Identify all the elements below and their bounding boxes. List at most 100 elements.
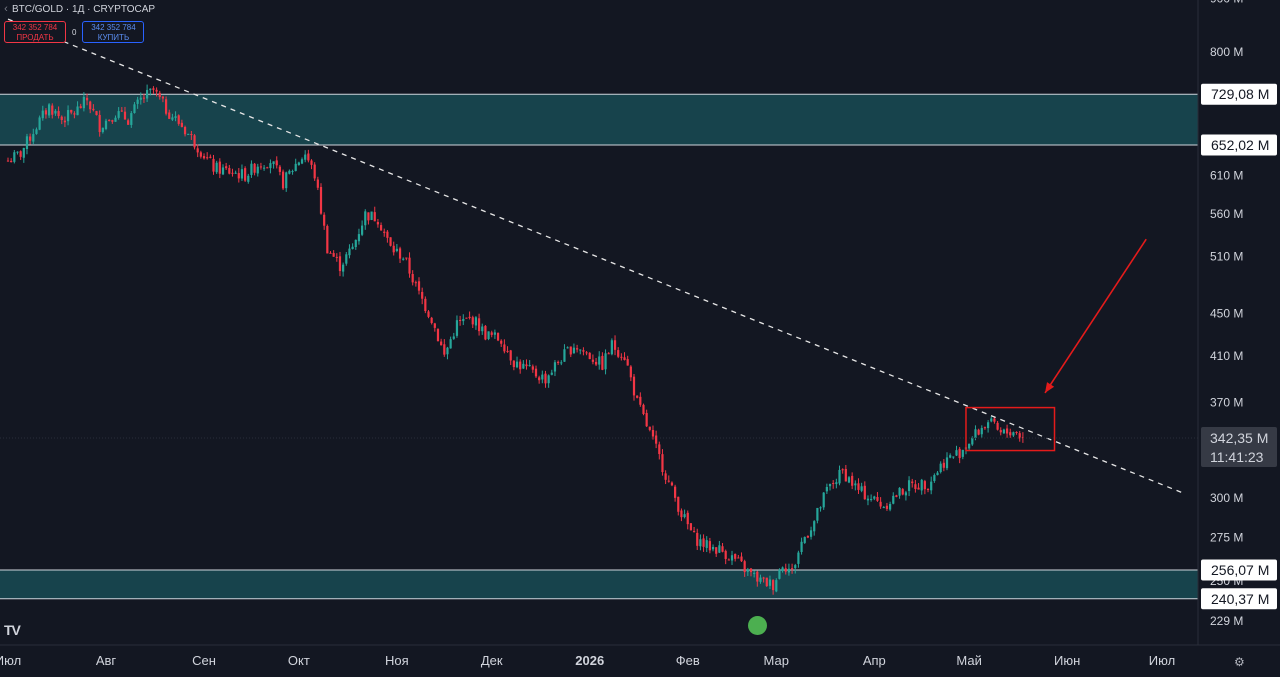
candle-body: [784, 568, 787, 572]
candle-body: [259, 166, 263, 168]
candle-body: [209, 156, 212, 158]
candle-body: [958, 448, 961, 459]
candle-body: [734, 553, 737, 559]
candle-body: [851, 475, 854, 486]
chevron-left-icon[interactable]: ‹: [4, 3, 8, 15]
candle-body: [560, 362, 563, 364]
candle-body: [354, 239, 357, 248]
candle-body: [895, 495, 898, 497]
candle-body: [591, 359, 595, 362]
candle-body: [316, 179, 319, 188]
candle-body: [190, 133, 193, 136]
candle-body: [446, 347, 449, 355]
candle-body: [477, 318, 481, 332]
candle-body: [85, 97, 89, 101]
candle-body: [234, 172, 237, 174]
candle-body: [60, 116, 63, 121]
candle-body: [955, 450, 958, 456]
candle-body: [212, 158, 215, 172]
candle-body: [101, 127, 104, 133]
candle-body: [218, 161, 221, 174]
candle-body: [838, 469, 841, 484]
candle-body: [202, 156, 206, 159]
candle-body: [427, 311, 430, 317]
candle-body: [863, 485, 866, 500]
settings-icon[interactable]: ⚙: [1234, 655, 1245, 669]
candle-body: [971, 437, 974, 445]
y-tick-label: 229 M: [1210, 614, 1243, 628]
candle-body: [468, 316, 471, 318]
candle-body: [980, 428, 983, 435]
candle-body: [402, 258, 405, 260]
candle-body: [462, 318, 465, 322]
candle-body: [620, 356, 623, 358]
x-tick-label: Июл: [0, 653, 21, 668]
candle-body: [57, 111, 60, 117]
candle-body: [857, 483, 860, 490]
signal-marker[interactable]: [747, 616, 767, 635]
sell-button[interactable]: 342 352 784 ПРОДАТЬ: [4, 21, 66, 43]
candle-body: [553, 362, 557, 372]
x-tick-label: Июл: [1149, 653, 1175, 668]
candle-body: [272, 161, 275, 165]
candle-body: [541, 374, 544, 380]
candle-body: [629, 366, 632, 378]
candle-body: [575, 348, 579, 350]
candle-body: [25, 136, 29, 150]
candle-body: [892, 495, 895, 504]
trendline: [7, 18, 1185, 495]
candle-body: [528, 365, 531, 367]
zone-1: [0, 569, 1198, 599]
candle-body: [987, 422, 990, 429]
y-tick-label: 610 M: [1210, 168, 1243, 182]
candle-body: [914, 484, 917, 489]
candle-body: [496, 332, 500, 341]
candle-body: [408, 257, 411, 274]
buy-button[interactable]: 342 352 784 КУПИТЬ: [82, 21, 145, 43]
candle-body: [800, 541, 803, 552]
candle-body: [215, 162, 218, 173]
candle-body: [686, 512, 689, 525]
candle-body: [275, 160, 278, 166]
candle-body: [765, 577, 768, 587]
candle-body: [724, 550, 727, 559]
current-price-label: 342,35 M: [1210, 430, 1268, 446]
candle-body: [168, 112, 171, 119]
candle-body: [879, 501, 882, 507]
candle-body: [607, 353, 610, 355]
candle-body: [133, 104, 136, 113]
candle-body: [370, 211, 373, 220]
candle-body: [395, 248, 398, 252]
candle-body: [538, 377, 541, 381]
candle-body: [455, 320, 459, 336]
candle-body: [547, 375, 550, 384]
candle-body: [449, 339, 452, 349]
candle-body: [108, 119, 111, 121]
candle-body: [873, 496, 876, 499]
candle-body: [512, 360, 515, 368]
candle-body: [351, 246, 354, 250]
x-tick-label: Июн: [1054, 653, 1080, 668]
candle-body: [47, 104, 51, 116]
candle-body: [870, 498, 873, 500]
candle-body: [604, 353, 607, 370]
candle-body: [519, 361, 522, 370]
candle-body: [111, 120, 114, 122]
candle-body: [79, 106, 82, 109]
tradingview-logo[interactable]: TV: [4, 622, 21, 638]
candle-body: [737, 557, 740, 559]
candle-body: [332, 253, 335, 257]
candle-body: [114, 117, 117, 122]
candle-body: [917, 487, 920, 490]
candle-body: [474, 317, 478, 326]
candle-body: [171, 117, 174, 120]
candle-body: [854, 483, 857, 486]
candle-body: [806, 535, 810, 538]
candle-body: [373, 212, 376, 222]
candle-body: [566, 347, 569, 349]
candle-body: [680, 510, 683, 518]
zone-0: [0, 94, 1198, 146]
symbol-title[interactable]: BTC/GOLD · 1Д · CRYPTOCAP: [12, 3, 156, 15]
